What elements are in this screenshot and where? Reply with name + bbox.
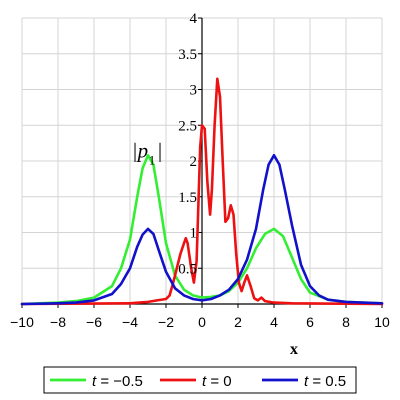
x-tick-label: 2 [234, 314, 242, 330]
y-tick-label: 3 [190, 83, 198, 99]
series-line-2 [20, 154, 384, 306]
x-tick-label: 4 [270, 314, 278, 330]
x-tick-label: 10 [374, 314, 390, 330]
x-tick-label: −10 [10, 314, 34, 330]
legend-label-0: t = −0.5 [92, 373, 143, 390]
x-tick-label: 6 [306, 314, 314, 330]
legend-box [43, 366, 357, 394]
legend: t = −0.5 t = 0 t = 0.5 [43, 366, 357, 394]
y-tick-label: 0.5 [178, 261, 197, 277]
annotation-close: | [157, 138, 163, 162]
legend-label-1: t = 0 [202, 373, 232, 390]
tick-labels: −10 −8 −6 −4 −2 0 2 4 6 8 10 0.5 1 1.5 2 2.5 3 3.5 4 [10, 11, 390, 330]
y-tick-label: 3.5 [178, 47, 197, 63]
x-tick-label: 0 [198, 314, 206, 330]
x-axis-label: x [290, 341, 298, 358]
x-tick-label: 8 [342, 314, 350, 330]
y-tick-label: 2 [190, 154, 198, 170]
x-tick-label: −8 [50, 314, 66, 330]
x-tick-label: −2 [158, 314, 174, 330]
y-tick-label: 1 [190, 226, 198, 242]
annotation-label: |p [132, 138, 148, 162]
series-line-0 [20, 154, 384, 306]
x-tick-label: −4 [122, 314, 138, 330]
legend-label-2: t = 0.5 [304, 373, 346, 390]
y-tick-label: 4 [190, 11, 198, 27]
x-tick-label: −6 [86, 314, 102, 330]
annotation: |p 1 | [132, 138, 163, 167]
y-tick-label: 1.5 [178, 190, 197, 206]
series-group [20, 77, 384, 306]
series-line-1 [20, 77, 384, 306]
annotation-subscript: 1 [149, 152, 156, 167]
y-tick-label: 2.5 [178, 118, 197, 134]
